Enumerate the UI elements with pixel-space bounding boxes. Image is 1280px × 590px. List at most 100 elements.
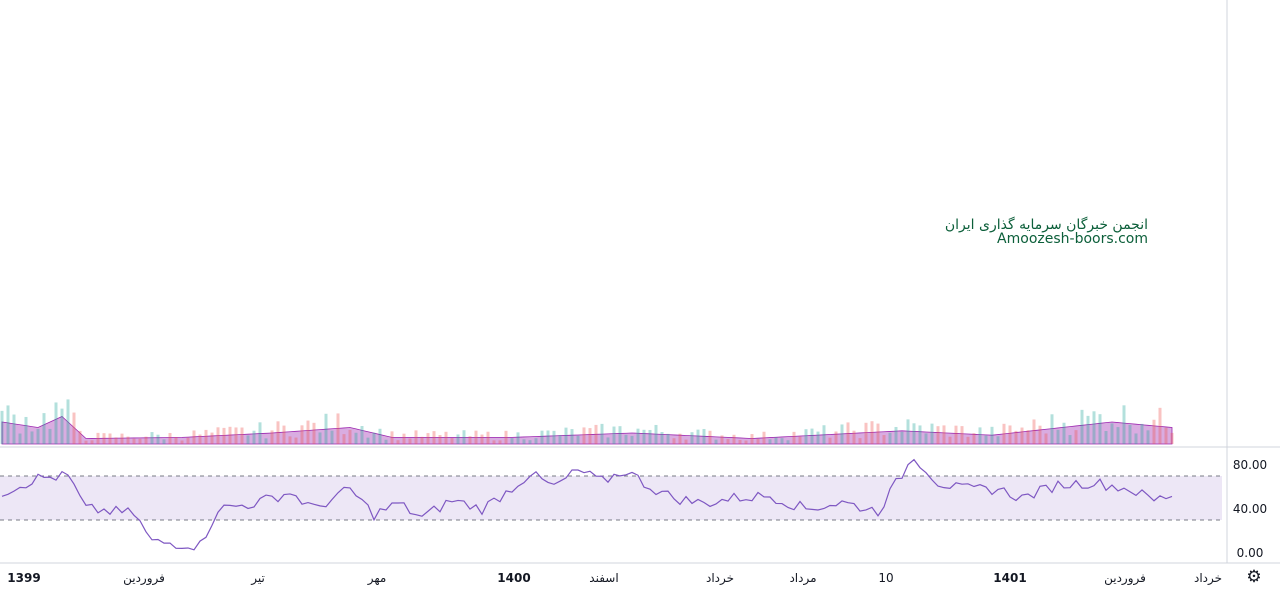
volume-bar xyxy=(216,427,220,444)
volume-bar xyxy=(870,421,874,444)
volume-bar xyxy=(480,434,484,444)
volume-bar xyxy=(1062,422,1066,444)
volume-bar xyxy=(1092,411,1096,444)
volume-bar xyxy=(744,440,748,444)
volume-bar xyxy=(666,433,670,444)
volume-bar xyxy=(234,427,238,444)
x-axis-tick-label: 1399 xyxy=(7,571,40,585)
volume-bar xyxy=(612,426,616,444)
volume-bar xyxy=(930,423,934,444)
volume-bar xyxy=(1122,405,1126,444)
volume-bar xyxy=(654,424,658,444)
volume-bar xyxy=(1074,430,1078,444)
volume-bar xyxy=(900,431,904,444)
x-axis-tick-label: خرداد xyxy=(706,571,734,586)
volume-bar xyxy=(168,432,172,444)
volume-bar xyxy=(324,413,328,444)
volume-bar xyxy=(1104,431,1108,444)
volume-bar xyxy=(558,435,562,444)
volume-bar xyxy=(1026,430,1030,444)
volume-bar xyxy=(690,432,694,444)
volume-bar xyxy=(630,435,634,444)
volume-bar xyxy=(1164,427,1168,444)
rsi-axis-tick-label: 40.00 xyxy=(1233,502,1267,516)
volume-bar xyxy=(90,440,94,444)
volume-bar xyxy=(702,428,706,444)
volume-bar xyxy=(198,434,202,444)
volume-bar xyxy=(984,435,988,444)
volume-bar xyxy=(936,426,940,444)
volume-bar xyxy=(1152,419,1156,444)
volume-bar xyxy=(246,435,250,444)
volume-bar xyxy=(372,432,376,444)
volume-bar xyxy=(672,438,676,444)
volume-bar xyxy=(522,439,526,444)
volume-bar xyxy=(792,431,796,444)
volume-bar xyxy=(30,431,34,444)
volume-bar xyxy=(576,435,580,444)
volume-bar xyxy=(780,438,784,444)
volume-bar xyxy=(492,440,496,444)
rsi-axis-tick-label: 80.00 xyxy=(1233,458,1267,472)
volume-bar xyxy=(588,428,592,444)
volume-bar xyxy=(1140,423,1144,444)
volume-bar xyxy=(384,439,388,444)
volume-bar xyxy=(948,436,952,444)
volume-bar xyxy=(726,439,730,444)
volume-bar xyxy=(414,430,418,444)
volume-bar xyxy=(78,430,82,444)
volume-bar xyxy=(732,434,736,444)
volume-bar xyxy=(0,410,4,444)
volume-bar xyxy=(606,437,610,444)
volume-bar xyxy=(1032,419,1036,444)
volume-bar xyxy=(864,422,868,444)
x-axis-tick-label: تیر xyxy=(250,571,265,586)
volume-bar xyxy=(1086,415,1090,444)
volume-bar xyxy=(174,437,178,444)
volume-bar xyxy=(624,434,628,444)
volume-bar xyxy=(816,431,820,444)
volume-bar xyxy=(1116,427,1120,444)
volume-bar xyxy=(1170,432,1174,444)
volume-bar xyxy=(318,432,322,444)
volume-bar xyxy=(438,435,442,444)
volume-bar xyxy=(696,429,700,444)
volume-bar xyxy=(126,436,130,444)
volume-bar xyxy=(954,425,958,444)
volume-bar xyxy=(1146,430,1150,444)
volume-bar xyxy=(738,439,742,444)
volume-bar xyxy=(96,432,100,444)
volume-bar xyxy=(798,436,802,444)
volume-bar xyxy=(342,434,346,444)
volume-bar xyxy=(162,439,166,444)
volume-bar xyxy=(426,433,430,444)
volume-bar xyxy=(138,438,142,444)
volume-bar xyxy=(72,412,76,444)
volume-bar xyxy=(54,402,58,444)
volume-bar xyxy=(528,440,532,444)
volume-bar xyxy=(804,429,808,444)
volume-bar xyxy=(822,425,826,444)
volume-bar xyxy=(330,430,334,444)
volume-bar xyxy=(582,427,586,444)
volume-bar xyxy=(846,422,850,444)
volume-bar xyxy=(432,431,436,444)
volume-bar xyxy=(114,437,118,444)
volume-bar xyxy=(420,436,424,444)
volume-bar xyxy=(222,427,226,444)
volume-bar xyxy=(462,430,466,444)
volume-bar xyxy=(600,423,604,444)
watermark-line1: انجمن خبرگان سرمایه گذاری ایران xyxy=(945,216,1148,233)
volume-bar xyxy=(510,438,514,444)
volume-bar xyxy=(204,429,208,444)
volume-bar xyxy=(450,438,454,444)
volume-bar xyxy=(1020,427,1024,444)
volume-bar xyxy=(366,437,370,444)
volume-bar xyxy=(888,432,892,444)
volume-bar xyxy=(714,439,718,444)
volume-bar xyxy=(858,438,862,444)
gear-icon[interactable]: ⚙ xyxy=(1246,567,1262,587)
volume-bar xyxy=(774,437,778,444)
